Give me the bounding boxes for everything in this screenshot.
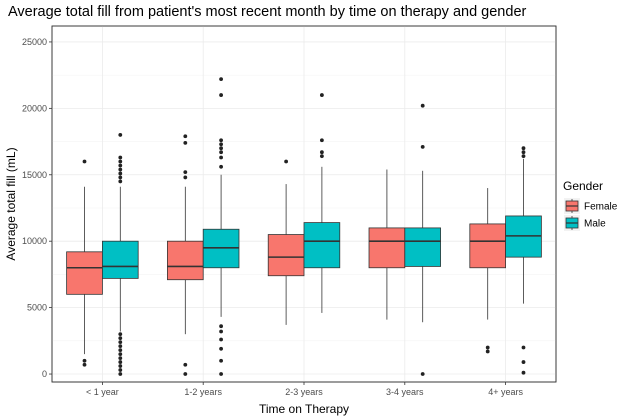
box-male-0 <box>102 133 139 376</box>
box-iqr <box>167 240 204 281</box>
outlier-point <box>521 370 526 375</box>
chart-title: Average total fill from patient's most r… <box>8 4 527 20</box>
outlier-point <box>183 362 188 367</box>
x-tick-label: < 1 year <box>86 387 119 397</box>
outlier-point <box>485 345 490 350</box>
y-axis-ticks: 0 5000 10000 15000 20000 25000 <box>22 37 52 379</box>
outlier-point <box>219 372 223 376</box>
outlier-point <box>118 336 123 341</box>
outlier-point <box>118 352 123 357</box>
outlier-point <box>118 372 123 376</box>
outlier-point <box>219 324 223 329</box>
x-axis-ticks: < 1 year 1-2 years 2-3 years 3-4 years 4+ ye… <box>86 382 523 397</box>
outlier-point <box>118 133 123 137</box>
outlier-point <box>219 337 223 342</box>
outlier-point <box>521 150 526 155</box>
outlier-point <box>183 140 188 145</box>
outlier-point <box>319 93 324 97</box>
outlier-point <box>219 329 223 334</box>
outlier-point <box>183 372 188 376</box>
outlier-point <box>118 340 123 345</box>
box-female-2 <box>267 159 305 325</box>
x-tick-label: 3-4 years <box>386 387 424 397</box>
outlier-point <box>82 362 87 367</box>
y-axis-title: Average total fill (mL) <box>4 147 18 260</box>
outlier-point <box>219 155 223 160</box>
y-tick-label: 0 <box>42 369 47 379</box>
box-male-3 <box>404 103 441 376</box>
outlier-point <box>118 175 123 180</box>
outlier-point <box>219 346 223 351</box>
box-male-4 <box>505 146 542 375</box>
outlier-point <box>319 150 324 155</box>
box-iqr <box>469 223 507 269</box>
outlier-point <box>219 146 223 151</box>
y-tick-label: 20000 <box>22 103 47 113</box>
legend: Gender Female Male <box>563 179 618 231</box>
box-male-2 <box>303 93 341 313</box>
outlier-point <box>219 138 223 143</box>
outlier-point <box>118 344 123 349</box>
box-iqr <box>404 227 441 267</box>
outlier-point <box>284 159 289 164</box>
box-iqr <box>267 234 305 277</box>
box-iqr <box>368 227 406 269</box>
outlier-point <box>521 360 526 364</box>
outlier-point <box>82 358 87 363</box>
legend-label-male: Male <box>584 219 606 230</box>
outlier-point <box>118 356 123 360</box>
outlier-point <box>118 360 123 364</box>
box-female-4 <box>469 188 507 354</box>
outlier-point <box>521 154 526 159</box>
box-iqr <box>102 240 139 279</box>
outlier-point <box>183 170 188 175</box>
outlier-point <box>485 349 490 354</box>
legend-label-female: Female <box>584 202 618 213</box>
y-tick-label: 5000 <box>27 303 47 313</box>
outlier-point <box>118 167 123 172</box>
outlier-point <box>521 345 526 350</box>
box-male-1 <box>202 77 240 376</box>
outlier-point <box>183 175 188 180</box>
outlier-point <box>118 163 123 168</box>
y-tick-label: 10000 <box>22 236 47 246</box>
outlier-point <box>420 144 425 149</box>
box-iqr <box>66 251 103 295</box>
box-female-0 <box>66 159 103 367</box>
outlier-point <box>82 159 87 164</box>
outlier-point <box>219 358 223 363</box>
outlier-point <box>420 103 425 108</box>
outlier-point <box>118 364 123 368</box>
outlier-point <box>219 142 223 147</box>
outlier-point <box>219 93 223 97</box>
x-tick-label: 4+ years <box>488 387 523 397</box>
y-tick-label: 15000 <box>22 170 47 180</box>
x-tick-label: 1-2 years <box>184 387 222 397</box>
x-axis-title: Time on Therapy <box>259 402 349 416</box>
outlier-point <box>521 146 526 151</box>
outlier-point <box>118 171 123 176</box>
gridlines <box>52 26 556 382</box>
outlier-point <box>219 150 223 155</box>
box-female-3 <box>368 169 406 320</box>
outlier-point <box>219 164 223 169</box>
outlier-point <box>118 348 123 353</box>
outlier-point <box>118 159 123 164</box>
outlier-point <box>219 77 223 82</box>
outlier-point <box>118 368 123 372</box>
y-tick-label: 25000 <box>22 37 47 47</box>
legend-title: Gender <box>563 179 603 193</box>
outlier-point <box>118 155 123 160</box>
outlier-point <box>319 154 324 159</box>
box-female-1 <box>167 134 204 376</box>
outlier-point <box>183 134 188 139</box>
x-tick-label: 2-3 years <box>285 387 323 397</box>
outlier-point <box>118 179 123 184</box>
outlier-point <box>420 372 425 376</box>
outlier-point <box>118 332 123 337</box>
boxes <box>66 77 542 376</box>
outlier-point <box>319 138 324 143</box>
box-iqr <box>303 222 341 269</box>
